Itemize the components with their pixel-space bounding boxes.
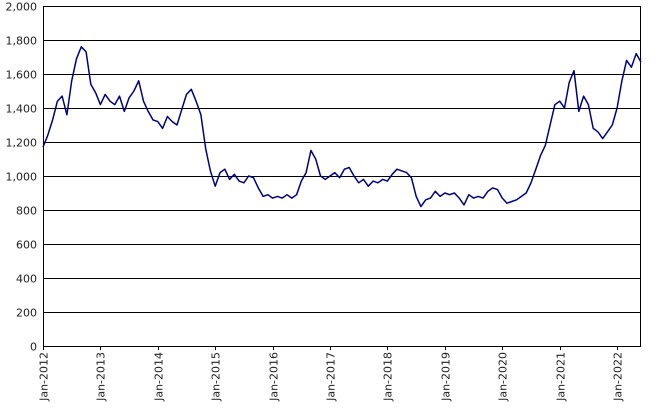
y-tick-label: 1,400 (6, 103, 38, 116)
x-tick-label: Jan-2015 (210, 352, 223, 402)
x-tick-label: Jan-2019 (440, 352, 453, 402)
y-tick-label: 600 (16, 239, 37, 252)
x-axis-tick-labels: Jan-2012 Jan-2013 Jan-2014 Jan-2015 Jan-2016… (38, 352, 625, 402)
y-tick-label: 800 (16, 205, 37, 218)
x-tick-label: Jan-2020 (497, 352, 510, 402)
x-tick-label: Jan-2021 (555, 352, 568, 402)
y-tick-label: 400 (16, 273, 37, 286)
y-tick-label: 2,000 (6, 1, 38, 14)
series-line-1 (42, 46, 642, 208)
x-tick-label: Jan-2017 (325, 352, 338, 402)
x-tick-label: Jan-2013 (95, 352, 108, 402)
y-tick-label: 1,200 (6, 137, 38, 150)
series-layer (42, 46, 642, 208)
x-tick-label: Jan-2012 (38, 352, 51, 402)
y-tick-label: 1,000 (6, 171, 38, 184)
x-tick-label: Jan-2016 (268, 352, 281, 402)
y-tick-label: 200 (16, 307, 37, 320)
x-tick-label: Jan-2018 (382, 352, 395, 402)
y-tick-label: 0 (30, 341, 37, 354)
y-tick-label: 1,800 (6, 35, 38, 48)
x-tick-label: Jan-2022 (612, 352, 625, 402)
y-tick-label: 1,600 (6, 69, 38, 82)
axes (43, 6, 641, 350)
gridlines (43, 6, 641, 313)
x-tick-label: Jan-2014 (153, 352, 166, 402)
y-axis-tick-labels: 0 200 400 600 800 1,000 1,200 1,400 1,600 1,800 2,… (6, 1, 38, 354)
